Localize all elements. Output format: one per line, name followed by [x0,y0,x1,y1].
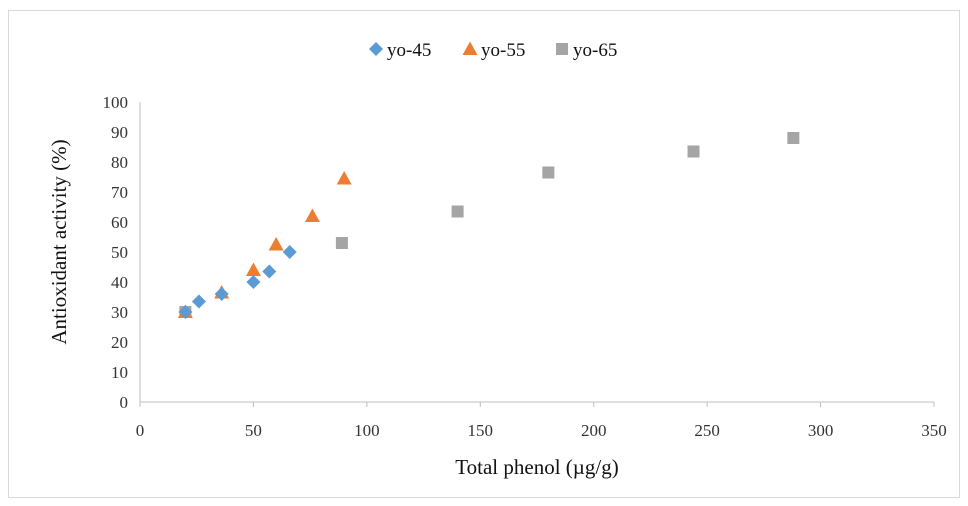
x-tick-label: 350 [921,421,947,440]
legend-label-yo-45: yo-45 [387,40,431,61]
x-tick-label: 200 [581,421,607,440]
point-yo-55 [268,237,284,251]
y-axis: 0 10 20 30 40 50 60 70 80 90 100 [103,93,141,412]
legend-label-yo-65: yo-65 [573,40,617,61]
legend-marker-yo-55 [462,41,478,55]
y-tick-label: 0 [120,393,129,412]
point-yo-45 [214,287,229,301]
y-tick-label: 20 [111,333,128,352]
y-axis-title: Antioxidant activity (%) [47,139,71,344]
x-tick-label: 300 [808,421,834,440]
y-tick-label: 10 [111,363,128,382]
point-yo-45 [262,264,277,279]
point-yo-45 [178,305,193,319]
point-yo-65 [787,132,800,144]
chart-frame [8,10,960,498]
point-yo-45 [191,294,206,309]
legend-marker-yo-65 [556,43,568,55]
point-yo-65 [335,237,348,249]
point-yo-65 [542,166,555,179]
point-yo-45 [282,245,297,259]
y-tick-label: 80 [111,153,128,172]
point-yo-55 [336,171,352,185]
y-tick-label: 40 [111,273,128,292]
y-tick-label: 60 [111,213,128,232]
data-points [177,132,800,319]
x-tick-label: 150 [468,421,494,440]
y-tick-label: 90 [111,123,128,142]
point-yo-55 [304,208,320,222]
y-tick-label: 50 [111,243,128,262]
point-yo-55 [245,262,261,276]
legend-marker-yo-45 [369,42,383,56]
legend-label-yo-55: yo-55 [481,40,525,61]
x-tick-label: 250 [694,421,720,440]
x-axis-title: Total phenol (µg/g) [455,455,618,479]
y-tick-label: 100 [103,93,129,112]
x-tick-label: 50 [245,421,262,440]
x-tick-label: 0 [136,421,145,440]
y-tick-label: 30 [111,303,128,322]
point-yo-45 [246,275,261,289]
point-yo-65 [451,205,464,218]
x-axis: 0 50 100 150 200 250 300 350 [136,401,947,440]
point-yo-65 [687,145,700,158]
legend: yo-45 yo-55 yo-65 [369,40,617,61]
y-tick-label: 70 [111,183,128,202]
x-tick-label: 100 [354,421,380,440]
